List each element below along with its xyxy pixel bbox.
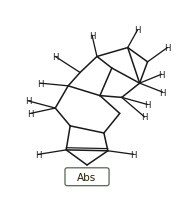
Text: H: H <box>25 97 32 106</box>
FancyBboxPatch shape <box>65 168 109 186</box>
Text: H: H <box>134 26 141 35</box>
Text: H: H <box>130 150 137 159</box>
Text: H: H <box>159 88 166 97</box>
Text: H: H <box>89 32 95 40</box>
Text: H: H <box>52 53 59 62</box>
Text: H: H <box>164 44 171 53</box>
Text: Abs: Abs <box>77 172 97 182</box>
Text: H: H <box>37 79 44 88</box>
Text: H: H <box>158 70 165 79</box>
Text: H: H <box>35 150 42 159</box>
Text: H: H <box>141 113 148 122</box>
Text: H: H <box>27 109 34 118</box>
Text: H: H <box>144 101 151 109</box>
